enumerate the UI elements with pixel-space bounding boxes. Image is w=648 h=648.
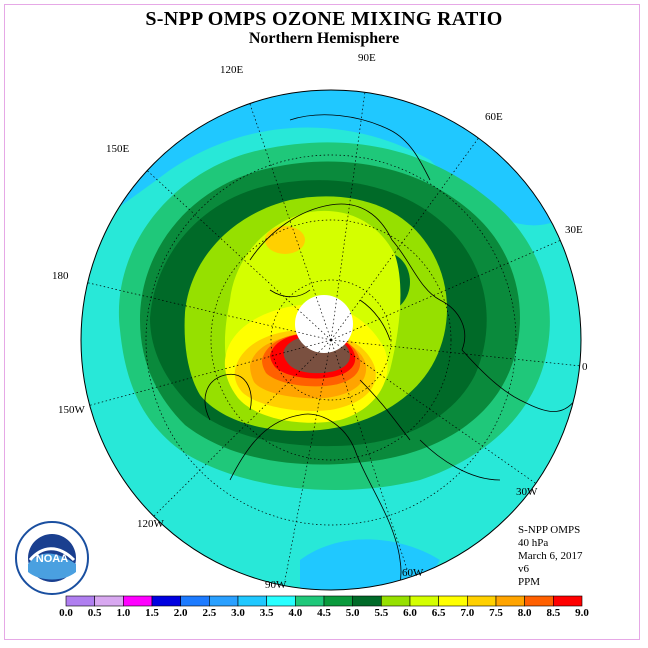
lon-label-150w: 150W bbox=[58, 404, 86, 416]
colorbar-tick-label: 6.0 bbox=[403, 607, 417, 619]
colorbar-tick-label: 1.5 bbox=[145, 607, 159, 619]
lon-label-90w: 90W bbox=[265, 579, 287, 591]
colorbar-swatch bbox=[553, 595, 583, 607]
meridian-grid bbox=[81, 90, 581, 581]
info-instrument: S-NPP OMPS bbox=[518, 524, 581, 536]
colorbar-swatch bbox=[323, 595, 353, 607]
colorbar-swatch bbox=[237, 595, 267, 607]
colorbar-swatch bbox=[180, 595, 210, 607]
colorbar-swatch bbox=[209, 595, 239, 607]
polar-no-data-circle bbox=[295, 295, 353, 353]
lon-label-150e: 150E bbox=[106, 143, 130, 155]
lon-label-180: 180 bbox=[52, 270, 69, 282]
colorbar-tick-label: 5.5 bbox=[374, 607, 389, 619]
info-version: v6 bbox=[518, 563, 529, 575]
colorbar-swatch bbox=[438, 595, 468, 607]
coastlines bbox=[204, 114, 576, 590]
colorbar-tick-label: 7.0 bbox=[460, 607, 475, 619]
noaa-logo: NOAA bbox=[15, 521, 89, 595]
info-pressure: 40 hPa bbox=[518, 537, 549, 549]
colorbar-tick-label: 4.0 bbox=[288, 607, 303, 619]
colorbar-tick-label: 2.5 bbox=[202, 607, 217, 619]
colorbar-swatch bbox=[409, 595, 439, 607]
map-subtitle: Northern Hemisphere bbox=[248, 30, 400, 47]
lon-label-60w: 60W bbox=[402, 567, 424, 579]
colorbar-tick-label: 9.0 bbox=[575, 607, 589, 619]
colorbar-swatch bbox=[352, 595, 382, 607]
lon-label-120w: 120W bbox=[137, 518, 165, 530]
colorbar-tick-label: 2.0 bbox=[173, 607, 188, 619]
colorbar-tick-label: 3.5 bbox=[259, 607, 274, 619]
colorbar-swatch bbox=[495, 595, 525, 607]
map-title: S-NPP OMPS OZONE MIXING RATIO bbox=[145, 8, 503, 30]
colorbar-tick-label: 3.0 bbox=[231, 607, 245, 619]
map-border bbox=[80, 89, 582, 591]
colorbar-swatch bbox=[524, 595, 554, 607]
colorbar-swatch bbox=[467, 595, 497, 607]
lon-label-30e: 30E bbox=[565, 224, 583, 236]
colorbar-swatch bbox=[295, 595, 325, 607]
info-date: March 6, 2017 bbox=[518, 550, 583, 562]
lon-label-30w: 30W bbox=[516, 486, 538, 498]
colorbar-tick-label: 0.0 bbox=[59, 607, 73, 619]
colorbar-tick-label: 8.5 bbox=[546, 607, 561, 619]
colorbar-swatch bbox=[94, 595, 124, 607]
lon-label-120e: 120E bbox=[220, 64, 244, 76]
colorbar bbox=[65, 595, 583, 607]
colorbar-swatch bbox=[381, 595, 411, 607]
page-frame bbox=[4, 4, 640, 640]
info-units: PPM bbox=[518, 576, 541, 588]
lon-label-90e: 90E bbox=[358, 52, 376, 64]
colorbar-swatch bbox=[65, 595, 95, 607]
colorbar-swatch bbox=[266, 595, 296, 607]
lon-label-0: 0 bbox=[582, 361, 588, 373]
colorbar-tick-label: 5.0 bbox=[345, 607, 360, 619]
map-info: S-NPP OMPS 40 hPa March 6, 2017 v6 PPM bbox=[518, 524, 582, 589]
colorbar-tick-label: 7.5 bbox=[489, 607, 503, 619]
ozone-level-7-0-spot bbox=[265, 226, 305, 254]
colorbar-swatch bbox=[151, 595, 181, 607]
colorbar-tick-label: 8.0 bbox=[517, 607, 532, 619]
colorbar-tick-label: 4.5 bbox=[317, 607, 331, 619]
colorbar-tick-label: 0.5 bbox=[87, 607, 102, 619]
noaa-logo-text: NOAA bbox=[36, 553, 68, 565]
lon-label-60e: 60E bbox=[485, 111, 503, 123]
colorbar-swatch bbox=[123, 595, 153, 607]
colorbar-tick-label: 6.5 bbox=[431, 607, 446, 619]
colorbar-tick-label: 1.0 bbox=[116, 607, 131, 619]
